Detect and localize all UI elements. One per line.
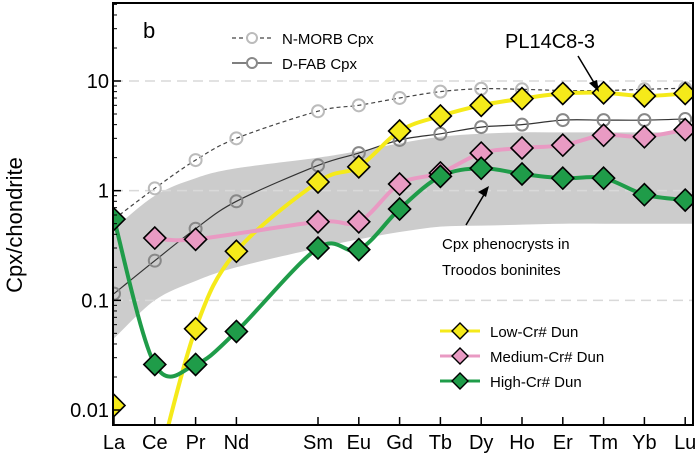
band-label-arrow-line <box>465 192 486 226</box>
n-morb-cpx-point <box>188 153 203 168</box>
high-cr-dun-point <box>387 196 412 222</box>
x-tick-label-pr: Pr <box>186 432 206 454</box>
d-fab-cpx-point <box>474 120 489 135</box>
x-tick-label-tm: Tm <box>589 432 618 454</box>
high-cr-dun-point <box>428 164 453 189</box>
x-tick-label-la: La <box>103 432 126 454</box>
x-tick-label-ho: Ho <box>509 432 535 454</box>
d-fab-cpx-point <box>229 194 244 209</box>
x-tick-label-gd: Gd <box>386 432 413 454</box>
high-cr-dun-point <box>346 237 371 262</box>
x-tick-label-eu: Eu <box>347 432 371 454</box>
top-legend-label-n-morb-cpx: N-MORB Cpx <box>282 31 374 48</box>
y-tick-label: 0.1 <box>81 290 109 312</box>
n-morb-cpx-point <box>229 131 244 146</box>
d-fab-cpx-point <box>147 253 162 268</box>
band-label-line-2: Troodos boninites <box>442 262 561 279</box>
legend-label-low-cr-dun: Low-Cr# Dun <box>490 324 578 341</box>
legend-label-high-cr-dun: High-Cr# Dun <box>490 374 582 391</box>
medium-cr-dun-point <box>183 227 208 252</box>
x-tick-label-ce: Ce <box>142 432 168 454</box>
n-morb-cpx-point <box>311 104 325 119</box>
n-morb-cpx-point <box>147 181 162 196</box>
high-cr-dun-point <box>305 235 331 261</box>
high-cr-dun-point <box>632 182 657 207</box>
y-axis-label: Cpx/chondrite <box>2 157 27 293</box>
plot-frame <box>112 2 694 426</box>
low-cr-dun-point <box>387 118 412 144</box>
y-tick-label: 10 <box>87 71 109 93</box>
x-tick-label-dy: Dy <box>469 432 493 454</box>
n-morb-cpx-point <box>351 98 366 113</box>
y-tick-label: 1 <box>98 181 109 203</box>
high-cr-dun-point <box>591 166 616 191</box>
medium-cr-dun-point <box>387 171 412 197</box>
low-cr-dun-point <box>509 86 535 111</box>
low-cr-dun-point <box>183 316 208 341</box>
d-fab-cpx-point <box>555 113 570 128</box>
medium-cr-dun-point <box>142 225 167 251</box>
medium-cr-dun-point <box>346 209 371 234</box>
low-cr-dun-point <box>632 83 657 109</box>
x-tick-label-yb: Yb <box>632 432 656 454</box>
x-tick-label-lu: Lu <box>674 432 696 454</box>
medium-cr-dun-point <box>591 123 616 148</box>
low-cr-dun-point <box>346 154 371 179</box>
sample-label: PL14C8-3 <box>505 31 595 53</box>
low-cr-dun-point <box>224 239 249 264</box>
low-cr-dun-point <box>469 93 494 118</box>
x-tick-label-sm: Sm <box>303 432 333 454</box>
y-tick-label: 0.01 <box>70 400 109 422</box>
panel-label: b <box>143 18 155 43</box>
n-morb-cpx-point <box>433 84 448 99</box>
x-tick-label-tb: Tb <box>429 432 452 454</box>
medium-cr-dun-point <box>632 124 657 149</box>
low-cr-dun-point <box>305 169 331 195</box>
high-cr-dun-point <box>469 156 494 181</box>
boninite-cpx-band <box>114 132 693 339</box>
legend-label-medium-cr-dun: Medium-Cr# Dun <box>490 349 604 366</box>
legend-marker-high-cr-dun <box>451 372 469 390</box>
medium-cr-dun-point <box>305 209 331 234</box>
high-cr-dun-point <box>183 352 208 377</box>
sample-label-arrowhead <box>589 80 599 92</box>
x-tick-label-er: Er <box>553 432 573 454</box>
legend-marker-medium-cr-dun <box>451 347 469 365</box>
top-legend-marker-d-fab-cpx <box>246 57 258 69</box>
high-cr-dun-point <box>224 319 249 344</box>
low-cr-dun-point <box>550 81 575 106</box>
d-fab-cpx-point <box>515 117 529 132</box>
band-label-line-1: Cpx phenocrysts in <box>442 236 570 253</box>
band-label-arrowhead <box>478 186 489 197</box>
high-cr-dun-point <box>509 161 535 187</box>
n-morb-cpx-point <box>392 90 407 105</box>
top-legend-marker-n-morb-cpx <box>246 32 258 44</box>
medium-cr-dun-point <box>509 135 535 161</box>
high-cr-dun-point <box>142 352 167 377</box>
x-tick-label-nd: Nd <box>224 432 250 454</box>
high-cr-dun-point <box>550 166 575 191</box>
low-cr-dun-point <box>428 103 453 129</box>
top-legend-label-d-fab-cpx: D-FAB Cpx <box>282 56 358 73</box>
legend-marker-low-cr-dun <box>451 322 469 340</box>
medium-cr-dun-point <box>550 133 575 158</box>
sample-label-arrow-line <box>577 55 597 87</box>
